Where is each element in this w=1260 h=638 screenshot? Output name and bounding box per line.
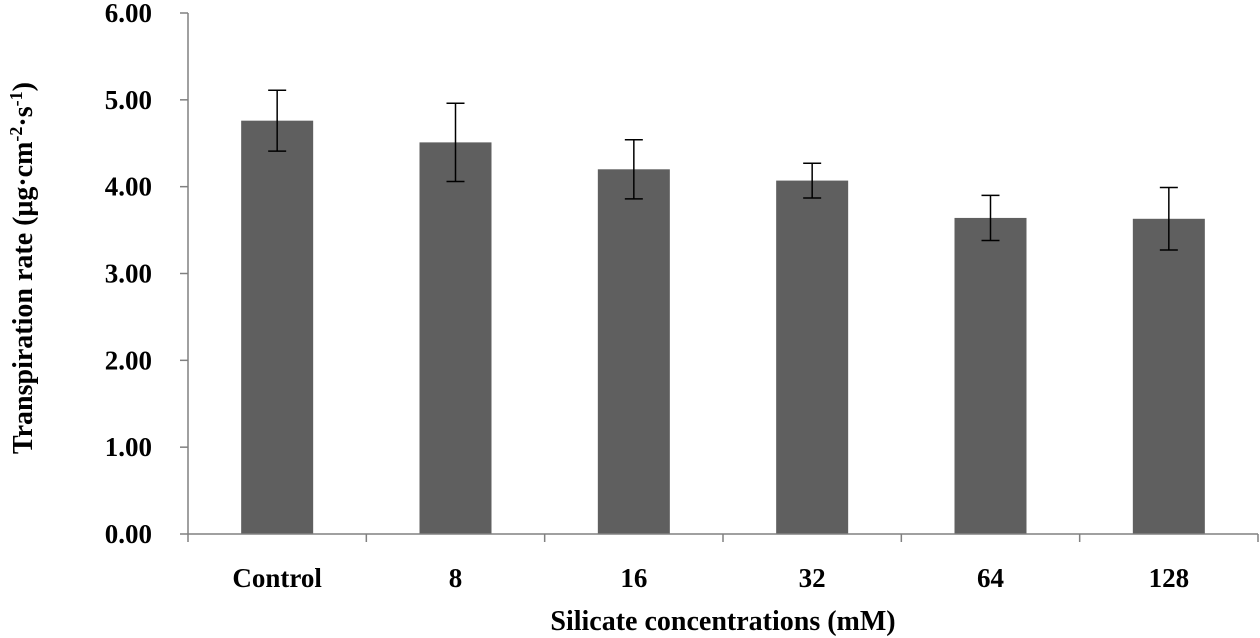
- y-axis-title-sup2: -1: [6, 91, 26, 106]
- bar-2: [597, 169, 670, 535]
- y-axis-title-suffix: ): [8, 82, 39, 91]
- x-axis-title: Silicate concentrations (mM): [550, 606, 895, 637]
- y-tick-label-3: 3.00: [105, 259, 152, 289]
- y-axis-title-mid: ·s: [8, 106, 39, 126]
- bar-0: [241, 120, 314, 534]
- x-tick-label-4: 64: [977, 563, 1004, 593]
- y-tick-label-0: 0.00: [105, 519, 152, 549]
- x-tick-label-0: Control: [232, 563, 322, 593]
- y-tick-label-1: 1.00: [105, 432, 152, 462]
- y-tick-label-6: 6.00: [105, 0, 152, 28]
- bar-1: [419, 142, 492, 535]
- y-tick-label-5: 5.00: [105, 85, 152, 115]
- x-tick-label-2: 16: [620, 563, 647, 593]
- bar-4: [954, 217, 1027, 534]
- x-tick-label-5: 128: [1149, 563, 1190, 593]
- x-tick-label-1: 8: [449, 563, 463, 593]
- x-tick-label-3: 32: [799, 563, 826, 593]
- y-tick-label-2: 2.00: [105, 345, 152, 375]
- bar-3: [776, 180, 849, 535]
- svg-text:Transpiration rate (μg·cm-2·s: Transpiration rate (μg·cm-2·s-1): [6, 82, 39, 454]
- plot-area: 0.00 1.00 2.00 3.00 4.00 5.00 6.00 Control 8 16 32…: [105, 0, 1259, 593]
- y-axis-title: Transpiration rate (μg·cm-2·s-1): [6, 82, 39, 454]
- y-tick-label-4: 4.00: [105, 172, 152, 202]
- y-axis-title-prefix: Transpiration rate (μg·cm: [8, 142, 39, 454]
- y-axis-title-sup1: -2: [6, 127, 26, 142]
- bar-5: [1132, 218, 1205, 535]
